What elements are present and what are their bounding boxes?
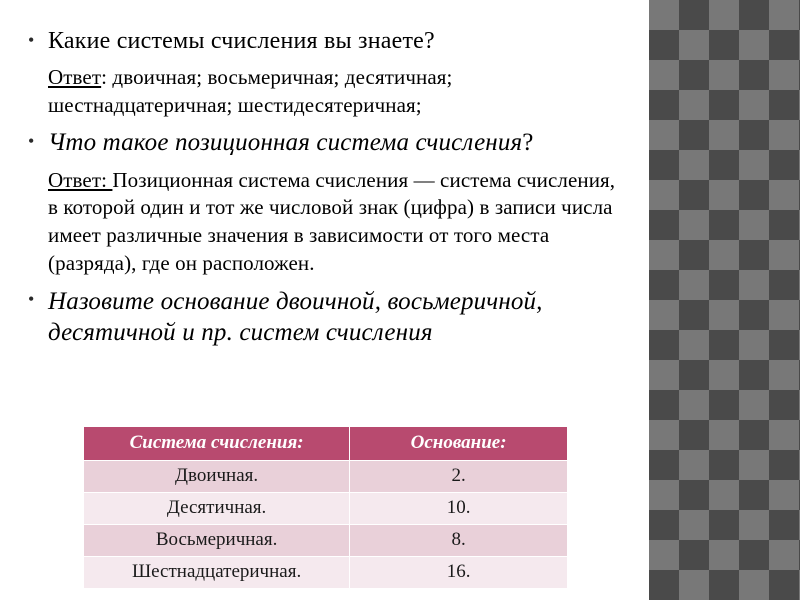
question-3: Назовите основание двоичной, восьмерично… bbox=[48, 286, 623, 349]
cell-system: Десятичная. bbox=[84, 493, 350, 525]
cell-system: Восьмеричная. bbox=[84, 525, 350, 557]
table-header-row: Система счисления: Основание: bbox=[84, 427, 568, 461]
cell-base: 10. bbox=[350, 493, 568, 525]
cell-system: Двоичная. bbox=[84, 461, 350, 493]
slide-content: Какие системы счисления вы знаете? Ответ… bbox=[0, 0, 649, 600]
answer-2: Ответ: Позиционная система счисления — с… bbox=[48, 167, 623, 278]
answer-1: Ответ: двоичная; восьмеричная; десятична… bbox=[48, 64, 623, 119]
table-row: Двоичная. 2. bbox=[84, 461, 568, 493]
question-2-qmark: ? bbox=[522, 129, 533, 156]
table-row: Шестнадцатеричная. 16. bbox=[84, 557, 568, 589]
question-3-item: Назовите основание двоичной, восьмерично… bbox=[48, 286, 623, 349]
table-row: Восьмеричная. 8. bbox=[84, 525, 568, 557]
cell-base: 2. bbox=[350, 461, 568, 493]
question-2-item: Что такое позиционная система счисления? bbox=[48, 127, 623, 158]
question-1: Какие системы счисления вы знаете? bbox=[48, 26, 623, 56]
answer-1-text: : двоичная; восьмеричная; десятичная; ше… bbox=[48, 65, 452, 117]
answer-2-text: Позиционная система счисления — система … bbox=[48, 168, 615, 275]
cell-system: Шестнадцатеричная. bbox=[84, 557, 350, 589]
cell-base: 8. bbox=[350, 525, 568, 557]
answer-2-label: Ответ: bbox=[48, 168, 112, 192]
table-header-system: Система счисления: bbox=[84, 427, 350, 461]
cell-base: 16. bbox=[350, 557, 568, 589]
table-row: Десятичная. 10. bbox=[84, 493, 568, 525]
numeral-systems-table: Система счисления: Основание: Двоичная. … bbox=[83, 426, 568, 589]
question-1-item: Какие системы счисления вы знаете? bbox=[48, 26, 623, 56]
decorative-sidebar bbox=[649, 0, 800, 600]
table-header-base: Основание: bbox=[350, 427, 568, 461]
numeral-systems-table-wrap: Система счисления: Основание: Двоичная. … bbox=[83, 426, 568, 589]
answer-1-label: Ответ bbox=[48, 65, 101, 89]
question-2: Что такое позиционная система счисления? bbox=[48, 127, 623, 158]
question-2-text: Что такое позиционная система счисления bbox=[48, 129, 522, 156]
